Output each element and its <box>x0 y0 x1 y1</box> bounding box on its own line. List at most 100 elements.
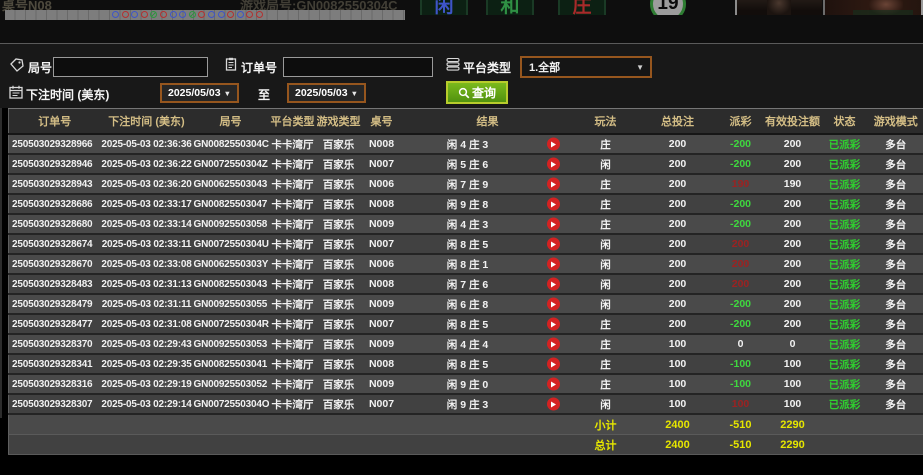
cell-play: 闲 <box>572 274 639 295</box>
play-icon[interactable] <box>546 217 560 231</box>
cell-table-no: N007 <box>360 394 403 415</box>
cell-platform: 卡卡湾厅 <box>268 314 317 335</box>
order-no-input[interactable] <box>283 57 433 77</box>
left-edge-divider <box>0 108 2 418</box>
cell-payout: -200 <box>716 294 765 315</box>
play-icon[interactable] <box>546 157 560 171</box>
play-icon[interactable] <box>546 397 560 411</box>
cell-order: 250503029328316 <box>8 374 101 395</box>
query-button-label: 查询 <box>471 86 496 100</box>
cell-valid-bet: 200 <box>764 274 821 295</box>
bet-records-table: 订单号 下注时间 (美东) 局号 平台类型 游戏类型 桌号 结果 玩法 总投注 派彩 有效投注额 状态… <box>8 108 923 455</box>
subtotal-bet: 2400 <box>638 413 717 435</box>
cell-mode: 多台 <box>868 194 923 215</box>
table-row: 250503029328316 2025-05-03 02:29:19 GN0092… <box>8 374 923 395</box>
cell-order: 250503029328307 <box>8 394 101 415</box>
cell-round: GN00825503041 <box>192 354 269 375</box>
cell-game-type: 百家乐 <box>316 294 361 315</box>
date-from-picker[interactable]: 2025/05/03 ▼ <box>160 83 239 103</box>
cell-table-no: N009 <box>360 374 403 395</box>
clipboard-icon <box>224 57 238 71</box>
table-row: 250503029328966 2025-05-03 02:36:36 GN0082… <box>8 134 923 155</box>
cell-payout: 190 <box>716 174 765 195</box>
cell-bet: 200 <box>638 194 717 215</box>
cell-time: 2025-05-03 02:33:14 <box>100 214 193 235</box>
cell-result: 闲 5 庄 6 <box>402 154 573 175</box>
cell-time: 2025-05-03 02:31:11 <box>100 294 193 315</box>
cell-table-no: N006 <box>360 254 403 275</box>
result-text: 闲 7 庄 6 <box>446 278 489 291</box>
cell-game-type: 百家乐 <box>316 194 361 215</box>
platform-type-select[interactable]: 1.全部 ▼ <box>520 56 652 78</box>
cell-status: 已派彩 <box>820 394 869 415</box>
cell-play: 庄 <box>572 174 639 195</box>
play-icon[interactable] <box>546 277 560 291</box>
cell-play: 庄 <box>572 334 639 355</box>
bet-tile-banker[interactable]: 庄 <box>558 0 606 15</box>
cell-play: 庄 <box>572 314 639 335</box>
order-no-label: 订单号 <box>241 61 278 75</box>
date-to-picker[interactable]: 2025/05/03 ▼ <box>287 83 366 103</box>
column-header: 平台类型 <box>268 108 317 135</box>
cell-play: 庄 <box>572 194 639 215</box>
result-text: 闲 8 庄 5 <box>446 238 489 251</box>
table-row: 250503029328670 2025-05-03 02:33:08 GN0062… <box>8 254 923 275</box>
cell-order: 250503029328943 <box>8 174 101 195</box>
bead-red <box>246 11 254 18</box>
cell-status: 已派彩 <box>820 214 869 235</box>
cell-mode: 多台 <box>868 394 923 415</box>
cell-payout: -100 <box>716 374 765 395</box>
bead-red <box>255 11 263 18</box>
cell-result: 闲 7 庄 6 <box>402 274 573 295</box>
play-icon[interactable] <box>546 357 560 371</box>
cell-platform: 卡卡湾厅 <box>268 354 317 375</box>
cell-bet: 100 <box>638 334 717 355</box>
cell-status: 已派彩 <box>820 334 869 355</box>
play-icon[interactable] <box>546 197 560 211</box>
cell-payout: -200 <box>716 134 765 155</box>
live-game-preview: 桌号N08 游戏局号:GN0082550304C 闲 和 庄 19 <box>0 0 923 43</box>
cell-game-type: 百家乐 <box>316 254 361 275</box>
dealer-video <box>735 0 822 15</box>
bet-tile-tie[interactable]: 和 <box>486 0 534 15</box>
bead-blue <box>169 11 177 18</box>
chevron-down-icon: ▼ <box>636 62 644 72</box>
cell-game-type: 百家乐 <box>316 274 361 295</box>
play-icon[interactable] <box>546 337 560 351</box>
play-icon[interactable] <box>546 297 560 311</box>
play-icon[interactable] <box>546 317 560 331</box>
cell-play: 闲 <box>572 254 639 275</box>
cell-round: GN00925503055 <box>192 294 269 315</box>
cell-bet: 100 <box>638 374 717 395</box>
column-header: 局号 <box>192 108 269 135</box>
cell-result: 闲 4 庄 3 <box>402 134 573 155</box>
round-no-input[interactable] <box>53 57 208 77</box>
play-icon[interactable] <box>546 237 560 251</box>
bead-blue <box>131 11 139 18</box>
column-header: 订单号 <box>8 108 101 135</box>
table-row: 250503029328479 2025-05-03 02:31:11 GN0092… <box>8 294 923 315</box>
chevron-down-icon: ▼ <box>350 88 358 98</box>
cell-play: 闲 <box>572 154 639 175</box>
cell-round: GN00925503058 <box>192 214 269 235</box>
cell-time: 2025-05-03 02:36:20 <box>100 174 193 195</box>
cell-mode: 多台 <box>868 134 923 155</box>
bet-tile-label: 闲 <box>434 0 454 15</box>
dealer-video-2 <box>823 0 923 15</box>
cell-platform: 卡卡湾厅 <box>268 254 317 275</box>
cell-platform: 卡卡湾厅 <box>268 334 317 355</box>
bet-tile-player[interactable]: 闲 <box>420 0 468 15</box>
cell-game-type: 百家乐 <box>316 234 361 255</box>
play-icon[interactable] <box>546 377 560 391</box>
game-table-number: 桌号N08 <box>2 0 52 13</box>
column-header: 下注时间 (美东) <box>100 108 193 135</box>
play-icon[interactable] <box>546 137 560 151</box>
bet-tile-label: 庄 <box>572 0 592 15</box>
play-icon[interactable] <box>546 257 560 271</box>
cell-time: 2025-05-03 02:29:14 <box>100 394 193 415</box>
table-row: 250503029328307 2025-05-03 02:29:14 GN0072… <box>8 394 923 415</box>
play-icon[interactable] <box>546 177 560 191</box>
cell-mode: 多台 <box>868 334 923 355</box>
query-button[interactable]: 查询 <box>446 81 508 104</box>
subtotal-label: 小计 <box>572 413 639 435</box>
